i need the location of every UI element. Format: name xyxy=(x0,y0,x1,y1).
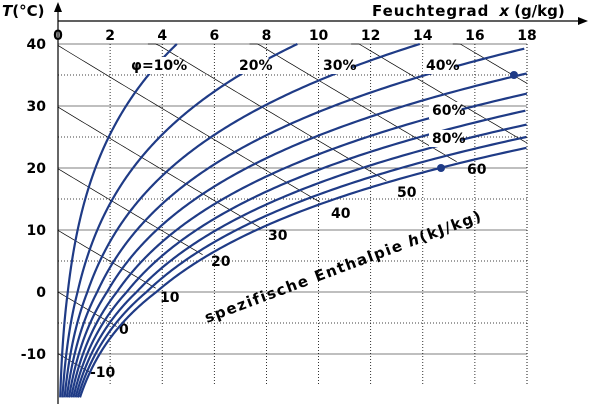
enthalpy-label: 10 xyxy=(160,290,180,306)
y-axis-arrow xyxy=(54,2,62,12)
rh-curve xyxy=(76,135,527,398)
rh-label: 40% xyxy=(426,58,460,74)
enthalpy-line xyxy=(249,43,457,163)
y-tick-label: 30 xyxy=(27,99,47,115)
rh-curve xyxy=(72,109,526,398)
x-tick-label: 8 xyxy=(262,28,272,44)
x-tick-label: 2 xyxy=(105,28,115,44)
x-tick-label: 14 xyxy=(413,28,433,44)
y-axis-label: T(°C) xyxy=(2,2,44,20)
rh-curve xyxy=(67,72,527,398)
rh-curve xyxy=(65,47,525,398)
axes xyxy=(54,2,588,404)
relative-humidity-curves: φ=10% 20% 30% 40% 60% 80% xyxy=(59,42,528,398)
x-tick-label: 0 xyxy=(53,28,63,44)
enthalpy-axis-label: spezifische Enthalpieh(kJ/kg) xyxy=(202,207,485,327)
rh-label-background xyxy=(423,57,456,74)
state-point xyxy=(437,164,446,172)
enthalpy-label: 40 xyxy=(331,206,351,222)
tick-labels: 0 2 4 6 8 10 12 14 16 18 40 30 20 10 0 -10 xyxy=(21,28,537,363)
x-tick-label: 16 xyxy=(465,28,484,44)
rh-curve xyxy=(74,123,527,398)
rh-label-background xyxy=(236,57,269,74)
enthalpy-line xyxy=(57,106,262,229)
rh-label: φ=10% xyxy=(131,58,187,74)
rh-label: 30% xyxy=(323,58,357,74)
x-tick-label: 4 xyxy=(157,28,167,44)
rh-label: 20% xyxy=(239,58,273,74)
enthalpy-label: 0 xyxy=(119,322,129,338)
rh-label: 80% xyxy=(432,131,466,147)
y-tick-label: 40 xyxy=(27,37,47,53)
rh-label-background xyxy=(429,102,462,119)
state-point xyxy=(509,71,518,79)
rh-label-background xyxy=(320,57,353,74)
rh-curve xyxy=(61,43,298,398)
rh-curve xyxy=(70,92,528,398)
enthalpy-label: 50 xyxy=(397,185,417,201)
rh-curve xyxy=(63,42,421,398)
x-tick-label: 18 xyxy=(517,28,536,44)
rh-label-background xyxy=(429,130,462,147)
enthalpy-label: 60 xyxy=(467,162,487,178)
x-tick-label: 6 xyxy=(209,28,219,44)
y-tick-label: -10 xyxy=(21,347,47,363)
x-tick-label: 12 xyxy=(361,28,380,44)
enthalpy-line xyxy=(147,43,387,181)
x-axis-arrow xyxy=(578,17,588,25)
rh-curve xyxy=(59,43,178,398)
enthalpy-label: 30 xyxy=(268,228,288,244)
rh-curve xyxy=(78,146,527,398)
enthalpy-line xyxy=(57,45,321,203)
x-axis-label: Feuchtegrad x (g/kg) xyxy=(372,2,565,20)
y-tick-label: 10 xyxy=(27,223,47,239)
y-tick-label: 20 xyxy=(27,161,47,177)
state-points xyxy=(437,71,518,172)
x-tick-label: 10 xyxy=(309,28,329,44)
rh-label: 60% xyxy=(432,103,466,119)
rh-label-background xyxy=(128,57,180,74)
enthalpy-label: -10 xyxy=(90,365,116,381)
y-tick-label: 0 xyxy=(36,285,46,301)
enthalpy-label: 20 xyxy=(211,254,231,270)
